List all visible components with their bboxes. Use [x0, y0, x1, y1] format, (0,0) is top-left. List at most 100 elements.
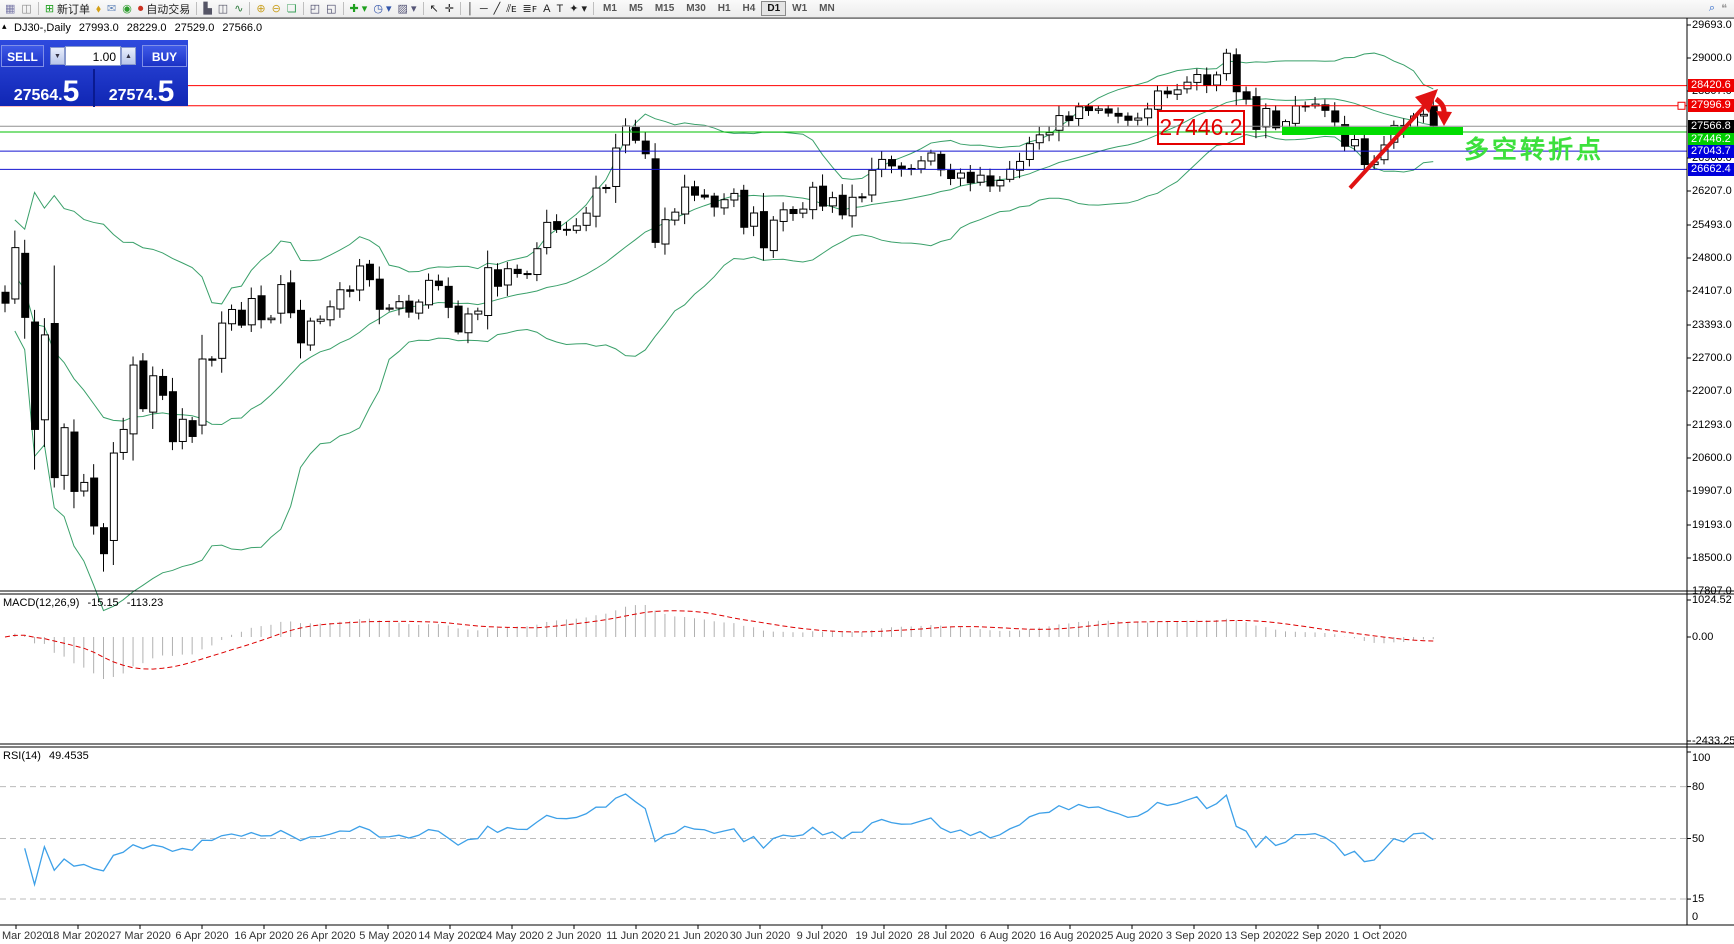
timeframe-h1-button[interactable]: H1	[717, 3, 731, 14]
zoom-out-button[interactable]: ⊖	[269, 1, 284, 17]
candle-body	[740, 189, 749, 228]
chart-style-button[interactable]: ⬧	[93, 1, 104, 17]
reversal-arrow-head[interactable]	[1436, 111, 1452, 126]
price-text-annotation[interactable]: 27446.2	[1157, 110, 1245, 145]
new-order-button[interactable]: ⊞ 新订单	[42, 1, 93, 17]
templates-button[interactable]: ▨ ▾	[395, 1, 420, 17]
timeframe-d1-button[interactable]: D1	[761, 1, 787, 16]
date-tick-label: 11 Jun 2020	[606, 930, 666, 942]
candle-body	[1075, 106, 1084, 120]
arrows-icon: ✦ ▾	[569, 2, 588, 15]
rsi-label: RSI(14) 49.4535	[3, 750, 94, 762]
equidistant-channel-button[interactable]: ⫽ᴇ	[503, 1, 519, 17]
trend-arrow-head[interactable]	[1415, 89, 1438, 113]
candle-body	[562, 228, 571, 231]
candle-body	[691, 186, 699, 196]
chat-icon[interactable]: ❝	[1721, 3, 1727, 15]
timeframe-m1-button[interactable]: M1	[603, 3, 617, 14]
news-broadcast-button[interactable]: ◉	[119, 1, 135, 17]
line-chart-button[interactable]: ∿	[231, 1, 246, 17]
timeframe-mn-button[interactable]: MN	[819, 3, 835, 14]
price-tick-label: 29693.0	[1692, 19, 1732, 31]
volume-input[interactable]: 1.00	[65, 46, 121, 66]
timeframe-w1-button[interactable]: W1	[792, 3, 808, 14]
candle-body	[208, 358, 217, 361]
candle-body	[385, 307, 394, 310]
add-indicator-button[interactable]: ✚ ▾	[347, 1, 371, 17]
candle-body	[1173, 89, 1182, 95]
price-tick-label: 22700.0	[1692, 352, 1732, 364]
candle-body	[237, 309, 246, 326]
new-chart-button[interactable]: ▦	[2, 1, 18, 17]
rsi-name: RSI(14)	[3, 750, 41, 762]
arrows-button[interactable]: ✦ ▾	[566, 1, 590, 17]
bollinger-lower-band[interactable]	[14, 134, 1434, 612]
cursor-button[interactable]: ↖	[427, 1, 442, 17]
indicator-window-1-button[interactable]: ◰	[307, 1, 323, 17]
fibonacci-button[interactable]: ≣ꜰ	[520, 1, 541, 17]
price-tick-label: 19193.0	[1692, 519, 1732, 531]
bollinger-middle-band[interactable]	[14, 98, 1434, 426]
candle-body	[149, 375, 158, 413]
vertical-line-button[interactable]: │	[464, 1, 477, 17]
candle-body	[622, 125, 631, 146]
line-selection-handle[interactable]	[1677, 101, 1686, 110]
toolbar-separator	[196, 2, 198, 15]
market-watch-button[interactable]: ✉	[104, 1, 119, 17]
search-icon[interactable]: ⌕	[1708, 2, 1716, 14]
candle-body	[375, 278, 384, 310]
date-tick-label: 21 Jun 2020	[667, 930, 729, 942]
crosshair-button[interactable]: ✛	[442, 1, 457, 17]
price-tick-label: 25493.0	[1692, 219, 1732, 231]
timeframe-m30-button[interactable]: M30	[686, 3, 706, 14]
volume-increase-button[interactable]: ▲	[121, 47, 136, 65]
horizontal-line-button[interactable]: ─	[477, 1, 491, 17]
market-watch-icon: ✉	[106, 2, 117, 15]
candle-body	[228, 308, 237, 325]
date-tick-label: Mar 2020	[2, 930, 49, 942]
candle-body	[750, 212, 759, 227]
timeframe-m5-button[interactable]: M5	[628, 3, 643, 14]
candle-body	[710, 195, 719, 208]
buy-button[interactable]: BUY	[142, 45, 187, 67]
bar-chart-button[interactable]: ▙	[200, 1, 214, 17]
buy-price[interactable]: 27574. 5	[95, 69, 188, 107]
sell-price[interactable]: 27564. 5	[0, 69, 93, 107]
candle-body	[553, 221, 562, 230]
auto-trading-button[interactable]: ⏺ 自动交易	[135, 1, 194, 17]
date-tick-label: 6 Apr 2020	[175, 930, 229, 942]
date-tick-label: 1 Oct 2020	[1353, 930, 1407, 942]
candle-body	[809, 186, 818, 211]
close-value: 27566.0	[222, 22, 263, 34]
timeframe-h4-button[interactable]: H4	[742, 3, 756, 14]
tile-windows-button[interactable]: ❏	[284, 1, 300, 17]
trend-line-button[interactable]: ╱	[491, 1, 504, 17]
fibonacci-icon: ≣ꜰ	[522, 2, 538, 15]
candle-body	[1045, 132, 1054, 136]
candle-body	[976, 174, 985, 183]
trade-panel-toggle[interactable]: ▴	[2, 21, 7, 31]
open-value: 27993.0	[78, 22, 119, 34]
date-tick-label: 25 Aug 2020	[1101, 930, 1163, 942]
zoom-in-button[interactable]: ⊕	[253, 1, 268, 17]
periods-button[interactable]: ◷ ▾	[370, 1, 394, 17]
timeframe-m15-button[interactable]: M15	[654, 3, 675, 14]
profiles-button[interactable]: ◫	[18, 1, 34, 17]
support-zone-bar[interactable]	[1282, 126, 1463, 135]
bollinger-upper-band[interactable]	[14, 52, 1434, 305]
turning-point-text-annotation[interactable]: 多空转折点	[1464, 136, 1605, 164]
trend-arrow-line[interactable]	[1348, 97, 1433, 190]
candle-body	[612, 147, 621, 187]
new-chart-icon: ▦	[5, 2, 16, 15]
toolbar-separator	[342, 2, 344, 15]
sell-button[interactable]: SELL	[1, 45, 44, 67]
news-broadcast-icon: ◉	[122, 2, 132, 15]
text-label-button[interactable]: T	[554, 1, 567, 17]
indicator-window-2-button[interactable]: ◱	[323, 1, 339, 17]
candle-body	[1341, 124, 1350, 147]
text-button[interactable]: A	[540, 1, 553, 17]
candle-body	[1006, 168, 1015, 180]
candle-chart-button[interactable]: ◫	[215, 1, 231, 17]
volume-decrease-button[interactable]: ▼	[50, 47, 65, 65]
